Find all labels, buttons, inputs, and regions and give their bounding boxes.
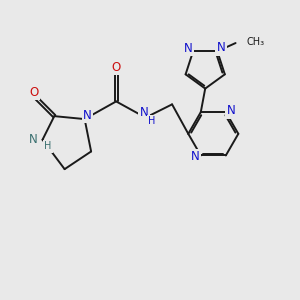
Text: N: N	[191, 151, 200, 164]
Text: O: O	[29, 86, 38, 99]
Text: O: O	[112, 61, 121, 74]
Text: N: N	[227, 104, 236, 117]
Text: N: N	[83, 109, 92, 122]
Text: H: H	[44, 141, 51, 151]
Text: CH₃: CH₃	[247, 37, 265, 46]
Text: N: N	[140, 106, 148, 119]
Text: N: N	[28, 133, 37, 146]
Text: H: H	[148, 116, 156, 126]
Text: N: N	[184, 42, 193, 55]
Text: N: N	[217, 41, 225, 54]
